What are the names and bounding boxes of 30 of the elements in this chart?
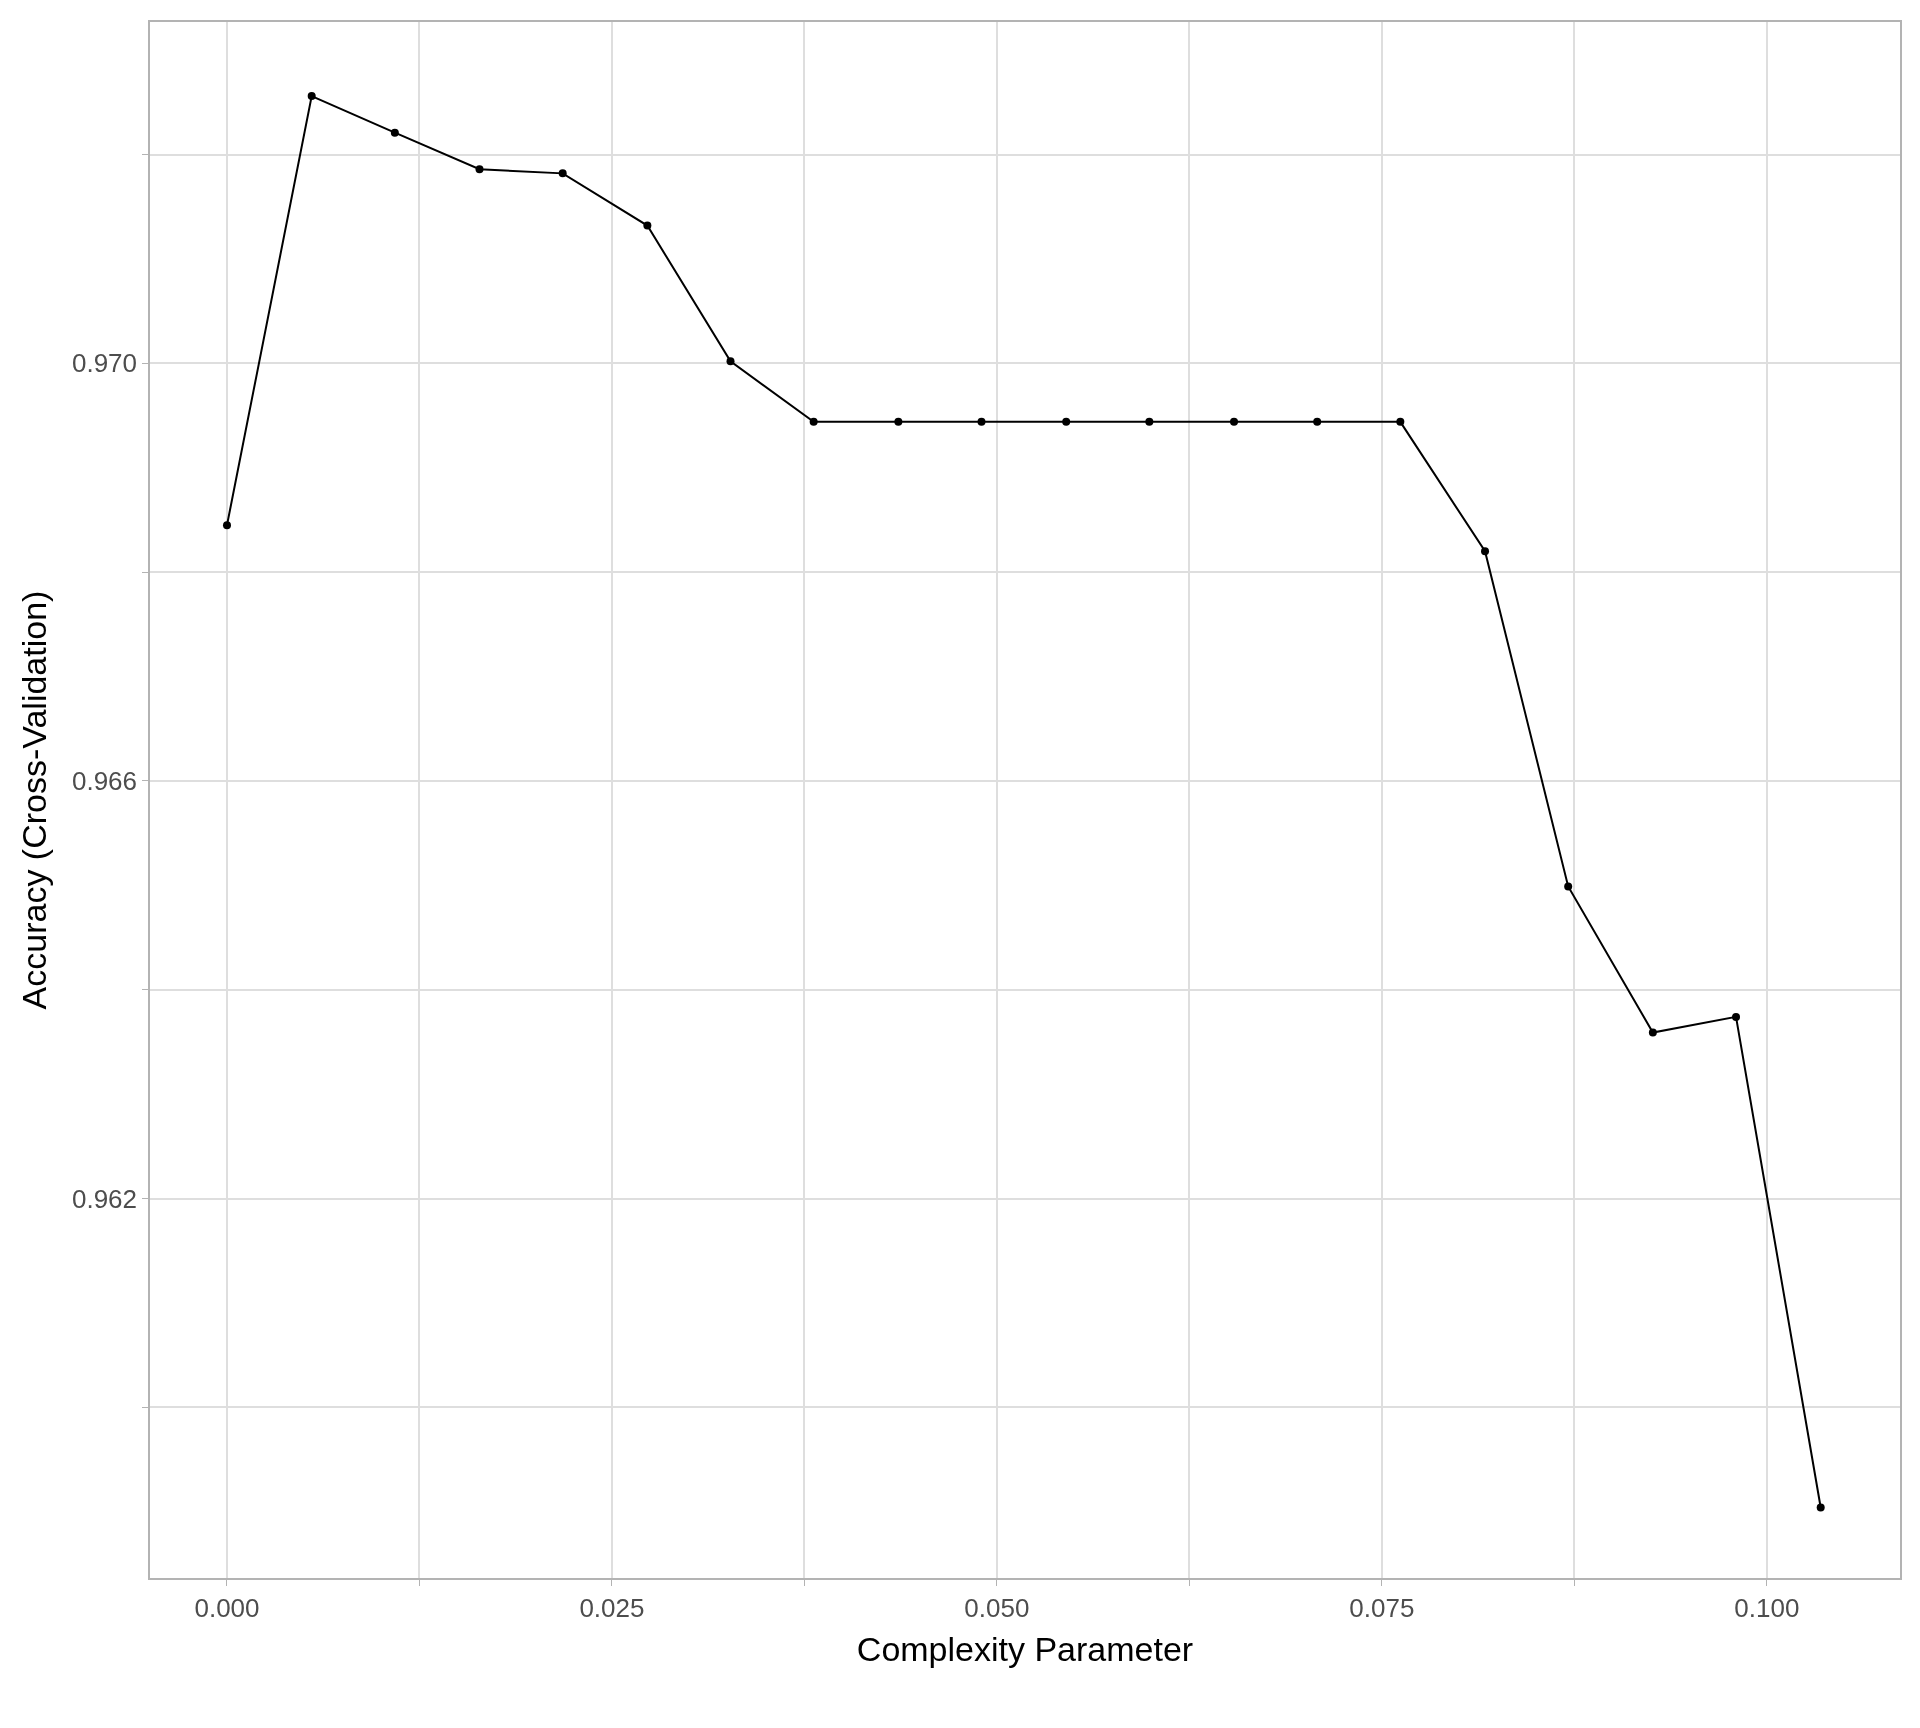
point bbox=[558, 169, 567, 178]
point bbox=[977, 417, 986, 426]
y-tick-label: 0.970 bbox=[71, 348, 138, 379]
point bbox=[1564, 882, 1573, 891]
point bbox=[1062, 417, 1071, 426]
point bbox=[390, 128, 399, 137]
x-tick-label: 0.000 bbox=[194, 1592, 260, 1623]
point bbox=[1145, 417, 1154, 426]
point bbox=[1481, 547, 1490, 556]
x-tick-label: 0.100 bbox=[1734, 1592, 1800, 1623]
y-axis-title: Accuracy (Cross-Validation) bbox=[15, 590, 54, 1010]
point bbox=[307, 92, 316, 101]
point bbox=[475, 165, 484, 174]
point bbox=[1396, 417, 1405, 426]
point bbox=[726, 357, 735, 366]
point bbox=[894, 417, 903, 426]
point bbox=[1648, 1028, 1657, 1037]
point bbox=[222, 521, 231, 530]
x-tick-label: 0.050 bbox=[964, 1592, 1030, 1623]
x-tick-label: 0.075 bbox=[1349, 1592, 1415, 1623]
point bbox=[809, 417, 818, 426]
y-tick-label: 0.966 bbox=[71, 766, 138, 797]
point bbox=[1816, 1503, 1825, 1512]
point bbox=[1732, 1012, 1741, 1021]
point bbox=[1313, 417, 1322, 426]
y-tick-label: 0.962 bbox=[71, 1183, 138, 1214]
point bbox=[1230, 417, 1239, 426]
x-axis-title: Complexity Parameter bbox=[856, 1629, 1194, 1668]
x-tick-label: 0.025 bbox=[579, 1592, 645, 1623]
point bbox=[643, 221, 652, 230]
